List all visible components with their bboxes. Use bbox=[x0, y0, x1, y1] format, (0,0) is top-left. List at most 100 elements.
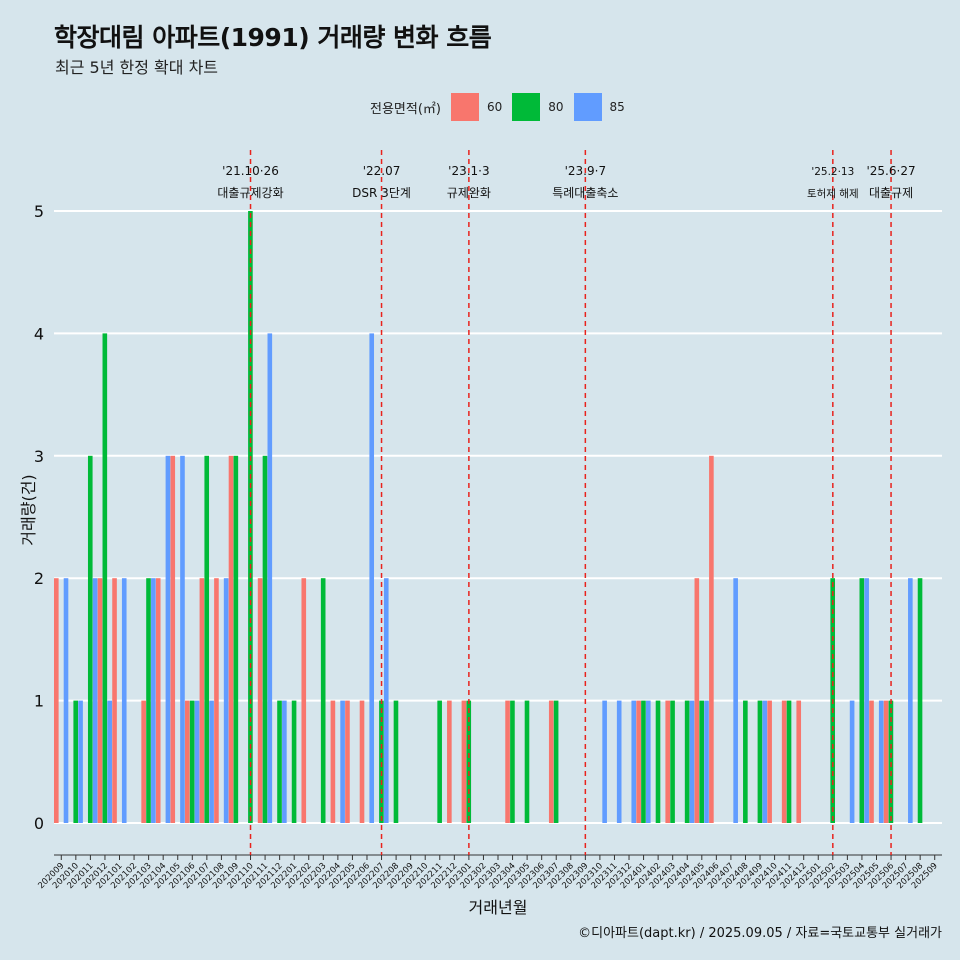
bar-85-202112 bbox=[282, 700, 287, 823]
bar-80-202404 bbox=[684, 700, 690, 823]
bar-60-202412 bbox=[796, 700, 802, 823]
y-tick-label-2: 2 bbox=[34, 569, 44, 588]
event-label-202207: DSR 3단계 bbox=[352, 186, 411, 200]
bar-85-202407 bbox=[733, 578, 738, 823]
bar-60-202009 bbox=[54, 578, 59, 823]
bar-80-202208 bbox=[393, 700, 399, 823]
bar-80-202211 bbox=[437, 700, 442, 823]
bar-60-202301 bbox=[461, 700, 467, 823]
bar-60-202107 bbox=[199, 578, 205, 823]
bar-85-202107 bbox=[209, 700, 214, 823]
bar-60-202106 bbox=[185, 700, 190, 823]
bar-85-202409 bbox=[762, 700, 768, 823]
event-date-202301: '23.1·3 bbox=[448, 164, 489, 178]
legend-item-85: 85 bbox=[573, 93, 625, 121]
bar-60-202103 bbox=[141, 700, 146, 823]
bar-60-202506 bbox=[883, 700, 889, 823]
bar-60-202410 bbox=[767, 700, 772, 823]
bar-60-202109 bbox=[228, 455, 234, 823]
event-date-202110: '21.10·26 bbox=[222, 164, 279, 178]
bar-85-202312 bbox=[631, 700, 637, 823]
bar-85-202111 bbox=[267, 333, 273, 823]
bar-85-202103 bbox=[151, 578, 156, 823]
bar-80-202301 bbox=[466, 700, 472, 823]
bar-60-202403 bbox=[665, 700, 671, 823]
bar-80-202011 bbox=[87, 455, 93, 823]
bar-80-202207 bbox=[379, 700, 384, 823]
event-label-202301: 규제완화 bbox=[447, 186, 491, 200]
bar-80-202408 bbox=[743, 700, 748, 823]
bar-80-202106 bbox=[189, 700, 195, 823]
x-axis-title: 거래년월 bbox=[469, 898, 528, 917]
bar-80-202405 bbox=[699, 700, 704, 823]
bar-60-202401 bbox=[636, 700, 641, 823]
event-date-202502: '25.2·13 bbox=[811, 166, 854, 178]
bar-80-202304 bbox=[510, 700, 515, 823]
bar-60-202411 bbox=[781, 700, 787, 823]
bar-85-202507 bbox=[908, 578, 913, 823]
bar-85-202009 bbox=[63, 578, 69, 823]
bar-85-202206 bbox=[369, 333, 375, 823]
bar-85-202101 bbox=[121, 578, 127, 823]
bar-85-202106 bbox=[194, 700, 200, 823]
bar-80-202012 bbox=[102, 333, 108, 823]
bar-60-202405 bbox=[694, 578, 700, 823]
y-tick-label-3: 3 bbox=[34, 447, 44, 466]
bar-85-202404 bbox=[689, 700, 695, 823]
bar-80-202305 bbox=[524, 700, 530, 823]
bar-85-202504 bbox=[864, 578, 869, 823]
bar-80-202411 bbox=[786, 700, 792, 823]
y-tick-label-0: 0 bbox=[34, 814, 44, 833]
bar-60-202206 bbox=[359, 700, 365, 823]
bar-85-202405 bbox=[704, 700, 709, 823]
bar-60-202108 bbox=[214, 578, 219, 823]
bar-80-202506 bbox=[888, 700, 894, 823]
bar-80-202010 bbox=[73, 700, 79, 823]
bar-80-202504 bbox=[859, 578, 865, 823]
bar-85-202108 bbox=[223, 578, 229, 823]
bar-85-202011 bbox=[92, 578, 98, 823]
bar-85-202505 bbox=[878, 700, 884, 823]
bar-80-202402 bbox=[655, 700, 661, 823]
legend-label-80: 80 bbox=[548, 100, 564, 114]
bar-85-202010 bbox=[78, 700, 83, 823]
legend-swatch-85 bbox=[573, 93, 602, 121]
bar-60-202505 bbox=[869, 700, 874, 823]
bar-80-202107 bbox=[204, 455, 210, 823]
bar-80-202409 bbox=[757, 700, 763, 823]
bar-80-202203 bbox=[320, 578, 326, 823]
y-tick-label-4: 4 bbox=[34, 324, 44, 343]
bar-85-202207 bbox=[383, 578, 389, 823]
bar-60-202212 bbox=[447, 700, 452, 823]
event-date-202309: '23.9·7 bbox=[565, 164, 606, 178]
bar-80-202401 bbox=[641, 700, 646, 823]
bar-80-202307 bbox=[553, 700, 559, 823]
bar-80-202103 bbox=[146, 578, 151, 823]
y-tick-label-5: 5 bbox=[34, 202, 44, 221]
event-label-202502: 토허제 해제 bbox=[807, 187, 859, 200]
legend: 전용면적(㎡) 60 80 85 bbox=[370, 93, 635, 121]
event-date-202207: '22.07 bbox=[363, 164, 401, 178]
bar-60-202012 bbox=[97, 578, 103, 823]
legend-title: 전용면적(㎡) bbox=[370, 101, 441, 117]
bar-80-202109 bbox=[233, 455, 239, 823]
legend-label-85: 85 bbox=[609, 100, 625, 114]
legend-swatch-60 bbox=[450, 93, 479, 121]
bar-60-202111 bbox=[257, 578, 263, 823]
bar-85-202310 bbox=[602, 700, 607, 823]
bar-80-202201 bbox=[291, 700, 297, 823]
legend-item-80: 80 bbox=[512, 93, 564, 121]
chart-title: 학장대림 아파트(1991) 거래량 변화 흐름 bbox=[54, 23, 492, 52]
event-label-202506: 대출규제 bbox=[869, 186, 913, 200]
bar-85-202012 bbox=[107, 700, 112, 823]
bar-60-202307 bbox=[548, 700, 554, 823]
bar-80-202111 bbox=[262, 455, 268, 823]
bar-60-202406 bbox=[709, 455, 714, 823]
bar-85-202311 bbox=[616, 700, 622, 823]
bar-60-202105 bbox=[170, 455, 176, 823]
bar-60-202101 bbox=[112, 578, 117, 823]
bar-85-202503 bbox=[849, 700, 855, 823]
bar-60-202205 bbox=[345, 700, 350, 823]
event-label-202110: 대출규제강화 bbox=[217, 186, 283, 200]
